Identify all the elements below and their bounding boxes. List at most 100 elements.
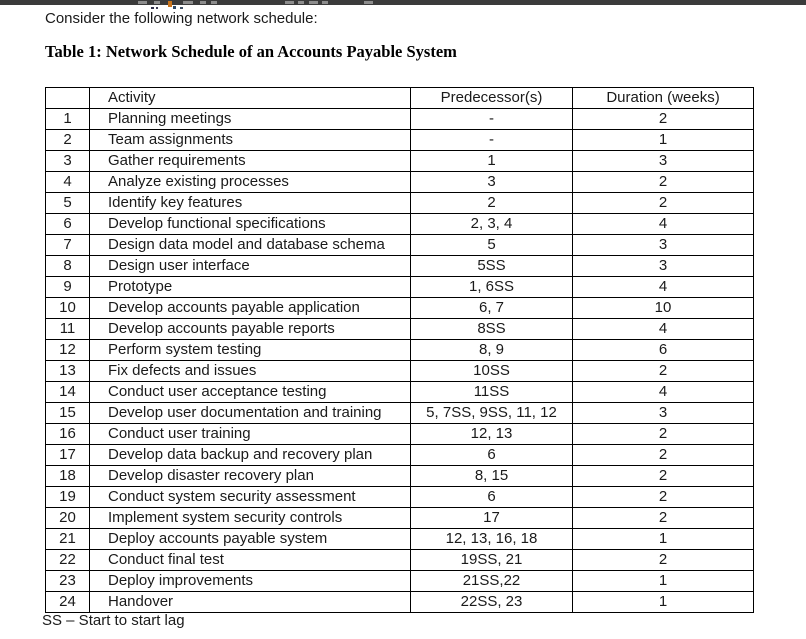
predecessors-cell: 1	[410, 150, 573, 172]
predecessors-cell: 12, 13	[410, 423, 573, 445]
activity-cell: Develop functional specifications	[89, 213, 411, 235]
duration-cell: 2	[572, 423, 754, 445]
row-number-cell: 18	[45, 465, 90, 487]
table-row: 14 Conduct user acceptance testing 11SS 4	[45, 381, 754, 403]
row-number-cell: 2	[45, 129, 90, 151]
clipped-text-fragment	[298, 1, 304, 4]
duration-cell: 4	[572, 276, 754, 298]
duration-cell: 10	[572, 297, 754, 319]
duration-cell: 3	[572, 150, 754, 172]
predecessors-cell: 12, 13, 16, 18	[410, 528, 573, 550]
duration-cell: 3	[572, 255, 754, 277]
row-number-cell: 24	[45, 591, 90, 613]
clipped-text-fragment	[151, 7, 154, 9]
row-number-cell: 11	[45, 318, 90, 340]
duration-cell: 1	[572, 528, 754, 550]
row-number-cell: 21	[45, 528, 90, 550]
header-number	[45, 87, 90, 109]
top-clipped-bar	[0, 0, 806, 5]
schedule-table: Activity Predecessor(s) Duration (weeks)…	[45, 87, 754, 613]
row-number-cell: 7	[45, 234, 90, 256]
header-duration: Duration (weeks)	[572, 87, 754, 109]
clipped-text-fragment	[154, 1, 160, 4]
table-row: 16 Conduct user training 12, 13 2	[45, 423, 754, 445]
duration-cell: 4	[572, 213, 754, 235]
table-row: 22 Conduct final test 19SS, 21 2	[45, 549, 754, 571]
activity-cell: Conduct user training	[89, 423, 411, 445]
clipped-text-fragment	[322, 1, 328, 4]
predecessors-cell: 22SS, 23	[410, 591, 573, 613]
activity-cell: Develop accounts payable reports	[89, 318, 411, 340]
footnote: SS – Start to start lag	[42, 612, 185, 629]
clipped-text-fragment	[180, 7, 183, 9]
duration-cell: 2	[572, 171, 754, 193]
clipped-text-fragment	[364, 1, 373, 4]
activity-cell: Handover	[89, 591, 411, 613]
table-row: 20 Implement system security controls 17 2	[45, 507, 754, 529]
table-title: Table 1: Network Schedule of an Accounts…	[45, 42, 457, 61]
header-activity: Activity	[89, 87, 411, 109]
duration-cell: 4	[572, 381, 754, 403]
predecessors-cell: 21SS,22	[410, 570, 573, 592]
duration-cell: 2	[572, 444, 754, 466]
clipped-text-fragment	[183, 1, 193, 4]
activity-cell: Planning meetings	[89, 108, 411, 130]
predecessors-cell: 10SS	[410, 360, 573, 382]
table-row: 1 Planning meetings -2	[45, 108, 754, 130]
predecessors-cell: 8, 9	[410, 339, 573, 361]
clipped-text-fragment	[138, 1, 147, 4]
table-row: 5 Identify key features 2 2	[45, 192, 754, 214]
table-row: 7 Design data model and database schema 5 3	[45, 234, 754, 256]
activity-cell: Team assignments	[89, 129, 411, 151]
duration-cell: 3	[572, 402, 754, 424]
row-number-cell: 16	[45, 423, 90, 445]
row-number-cell: 15	[45, 402, 90, 424]
row-number-cell: 12	[45, 339, 90, 361]
row-number-cell: 22	[45, 549, 90, 571]
table-row: 15 Develop user documentation and trainin…	[45, 402, 754, 424]
predecessors-cell: -	[410, 129, 573, 151]
predecessors-cell: 8, 15	[410, 465, 573, 487]
row-number-cell: 13	[45, 360, 90, 382]
row-number-cell: 4	[45, 171, 90, 193]
row-number-cell: 9	[45, 276, 90, 298]
predecessors-cell: 6, 7	[410, 297, 573, 319]
predecessors-cell: 6	[410, 444, 573, 466]
table-row: 17 Develop data backup and recovery plan 6…	[45, 444, 754, 466]
row-number-cell: 14	[45, 381, 90, 403]
row-number-cell: 3	[45, 150, 90, 172]
table-row: 3 Gather requirements 1 3	[45, 150, 754, 172]
activity-cell: Develop accounts payable application	[89, 297, 411, 319]
duration-cell: 2	[572, 465, 754, 487]
predecessors-cell: 19SS, 21	[410, 549, 573, 571]
duration-cell: 2	[572, 108, 754, 130]
activity-cell: Identify key features	[89, 192, 411, 214]
table-row: 19 Conduct system security assessment 6 2	[45, 486, 754, 508]
table-row: 11 Develop accounts payable reports 8SS 4	[45, 318, 754, 340]
activity-cell: Deploy improvements	[89, 570, 411, 592]
row-number-cell: 1	[45, 108, 90, 130]
row-number-cell: 20	[45, 507, 90, 529]
table-row: 4 Analyze existing processes 3 2	[45, 171, 754, 193]
duration-cell: 1	[572, 570, 754, 592]
predecessors-cell: 1, 6SS	[410, 276, 573, 298]
clipped-text-fragment	[211, 1, 217, 4]
activity-cell: Deploy accounts payable system	[89, 528, 411, 550]
predecessors-cell: 17	[410, 507, 573, 529]
table-row: 13 Fix defects and issues 10SS 2	[45, 360, 754, 382]
activity-cell: Develop data backup and recovery plan	[89, 444, 411, 466]
predecessors-cell: 2, 3, 4	[410, 213, 573, 235]
predecessors-cell: 5, 7SS, 9SS, 11, 12	[410, 402, 573, 424]
activity-cell: Conduct user acceptance testing	[89, 381, 411, 403]
activity-cell: Design user interface	[89, 255, 411, 277]
intro-text: Consider the following network schedule:	[45, 10, 318, 27]
table-row: 6 Develop functional specifications 2, 3, …	[45, 213, 754, 235]
activity-cell: Conduct system security assessment	[89, 486, 411, 508]
clipped-text-fragment	[285, 1, 294, 4]
predecessors-cell: 6	[410, 486, 573, 508]
schedule-table-body: 1 Planning meetings -2 2 Team assignments -1 3…	[45, 108, 754, 613]
row-number-cell: 23	[45, 570, 90, 592]
duration-cell: 2	[572, 549, 754, 571]
activity-cell: Develop user documentation and training	[89, 402, 411, 424]
